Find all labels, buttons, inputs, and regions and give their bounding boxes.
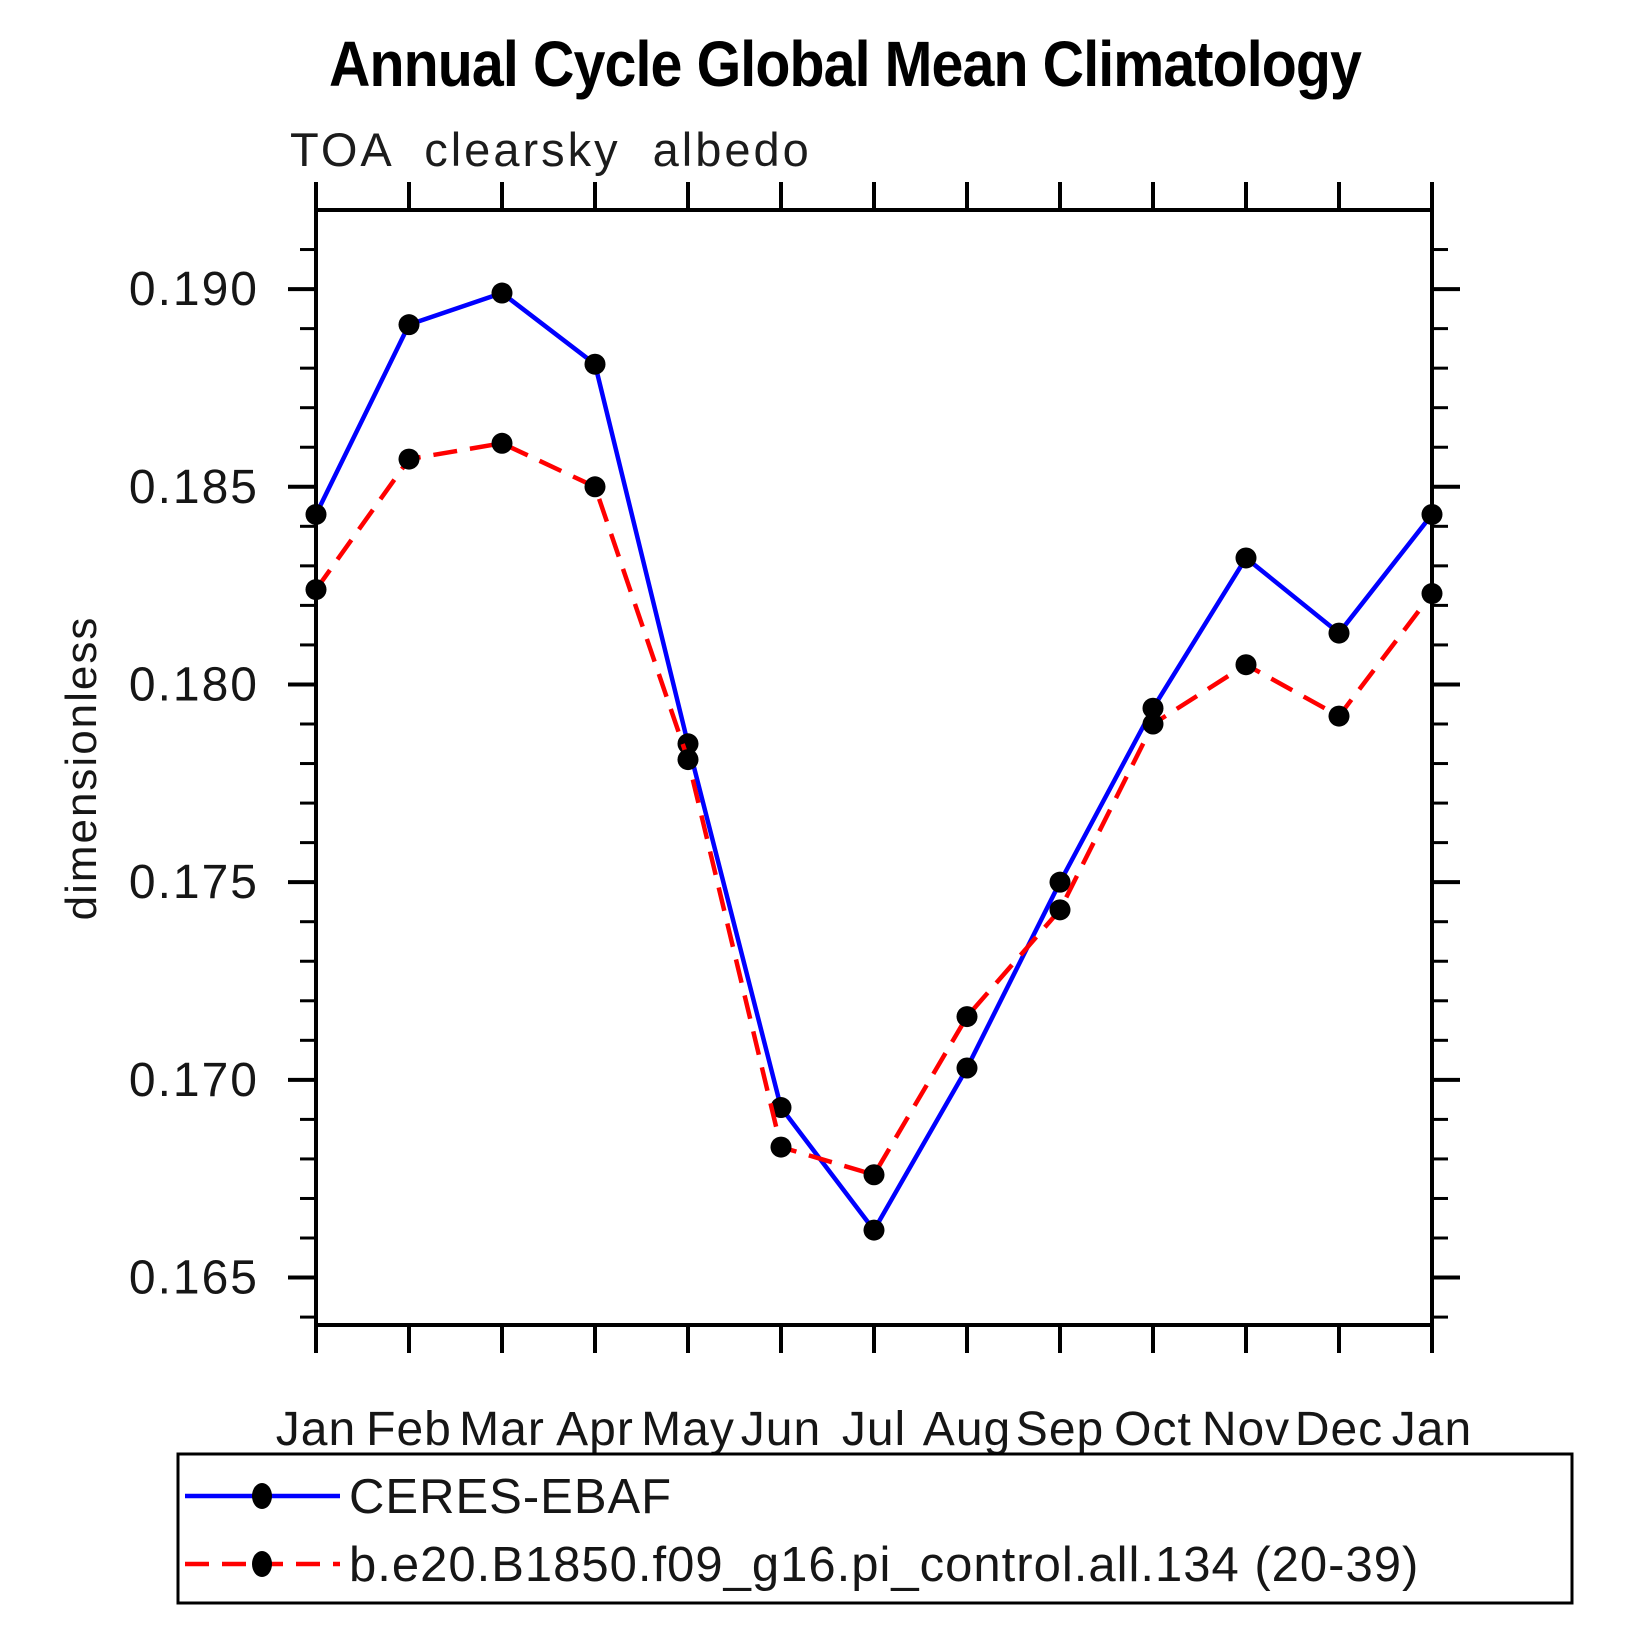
x-axis-month-label: Sep (1016, 1403, 1104, 1456)
data-point (1328, 705, 1350, 727)
legend-marker-dot (252, 1483, 272, 1509)
y-axis-label: dimensionless (57, 616, 106, 921)
plot-frame (314, 208, 1434, 1327)
y-axis-tick-label: 0.170 (129, 1054, 259, 1107)
x-axis-month-label: May (641, 1403, 735, 1456)
series-0 (305, 282, 1443, 1241)
legend-entry: b.e20.B1850.f09_g16.pi_control.all.134 (… (185, 1538, 1419, 1592)
x-axis-month-label: Nov (1202, 1403, 1290, 1456)
x-axis-month-label: Feb (366, 1403, 452, 1456)
data-point (1142, 713, 1164, 735)
legend-marker-dot (252, 1551, 272, 1577)
data-point (584, 353, 606, 375)
data-point (1235, 654, 1257, 676)
data-point (1049, 899, 1071, 921)
page-title: Annual Cycle Global Mean Climatology (329, 28, 1362, 100)
data-point (1142, 697, 1164, 719)
series-line-solid (313, 290, 1434, 1233)
data-point (677, 749, 699, 771)
legend: CERES-EBAF b.e20.B1850.f09_g16.pi_control… (176, 1452, 1574, 1605)
data-point (491, 432, 513, 454)
x-axis-month-label: Jul (842, 1403, 906, 1456)
legend-box (176, 1452, 1574, 1605)
data-point (956, 1006, 978, 1028)
data-point (863, 1164, 885, 1186)
y-axis-tick-label: 0.180 (129, 658, 259, 711)
series-line-dashed (314, 441, 1434, 1178)
legend-label: b.e20.B1850.f09_g16.pi_control.all.134 (… (349, 1538, 1419, 1592)
data-point (398, 314, 420, 336)
legend-entry: CERES-EBAF (185, 1470, 672, 1524)
y-axis-tick-label: 0.190 (129, 263, 259, 316)
x-axis-month-label: Oct (1114, 1403, 1192, 1456)
y-axis-tick-label: 0.165 (129, 1252, 259, 1305)
x-axis-month-label: Dec (1295, 1403, 1383, 1456)
data-point (584, 476, 606, 498)
x-axis-month-label: Apr (556, 1403, 634, 1456)
x-axis-month-label: Jun (741, 1403, 821, 1456)
data-point (770, 1097, 792, 1119)
x-axis-month-label: Jan (1392, 1403, 1472, 1456)
series-layer (305, 282, 1443, 1241)
x-axis-month-label: Aug (923, 1403, 1011, 1456)
series-1 (305, 432, 1443, 1186)
data-point (1235, 547, 1257, 569)
data-point (863, 1219, 885, 1241)
data-point (491, 282, 513, 304)
chart-subtitle: TOA clearsky albedo (290, 123, 812, 176)
legend-label: CERES-EBAF (349, 1470, 672, 1524)
x-axis-month-label: Mar (459, 1403, 545, 1456)
x-axis-month-label: Jan (276, 1403, 356, 1456)
y-axis-tick-label: 0.185 (129, 461, 259, 514)
data-point (956, 1057, 978, 1079)
y-axis-tick-label: 0.175 (129, 856, 259, 909)
data-point (398, 448, 420, 470)
axis-ticks (288, 182, 1460, 1353)
data-point (1049, 871, 1071, 893)
data-point (770, 1136, 792, 1158)
data-point (1328, 622, 1350, 644)
